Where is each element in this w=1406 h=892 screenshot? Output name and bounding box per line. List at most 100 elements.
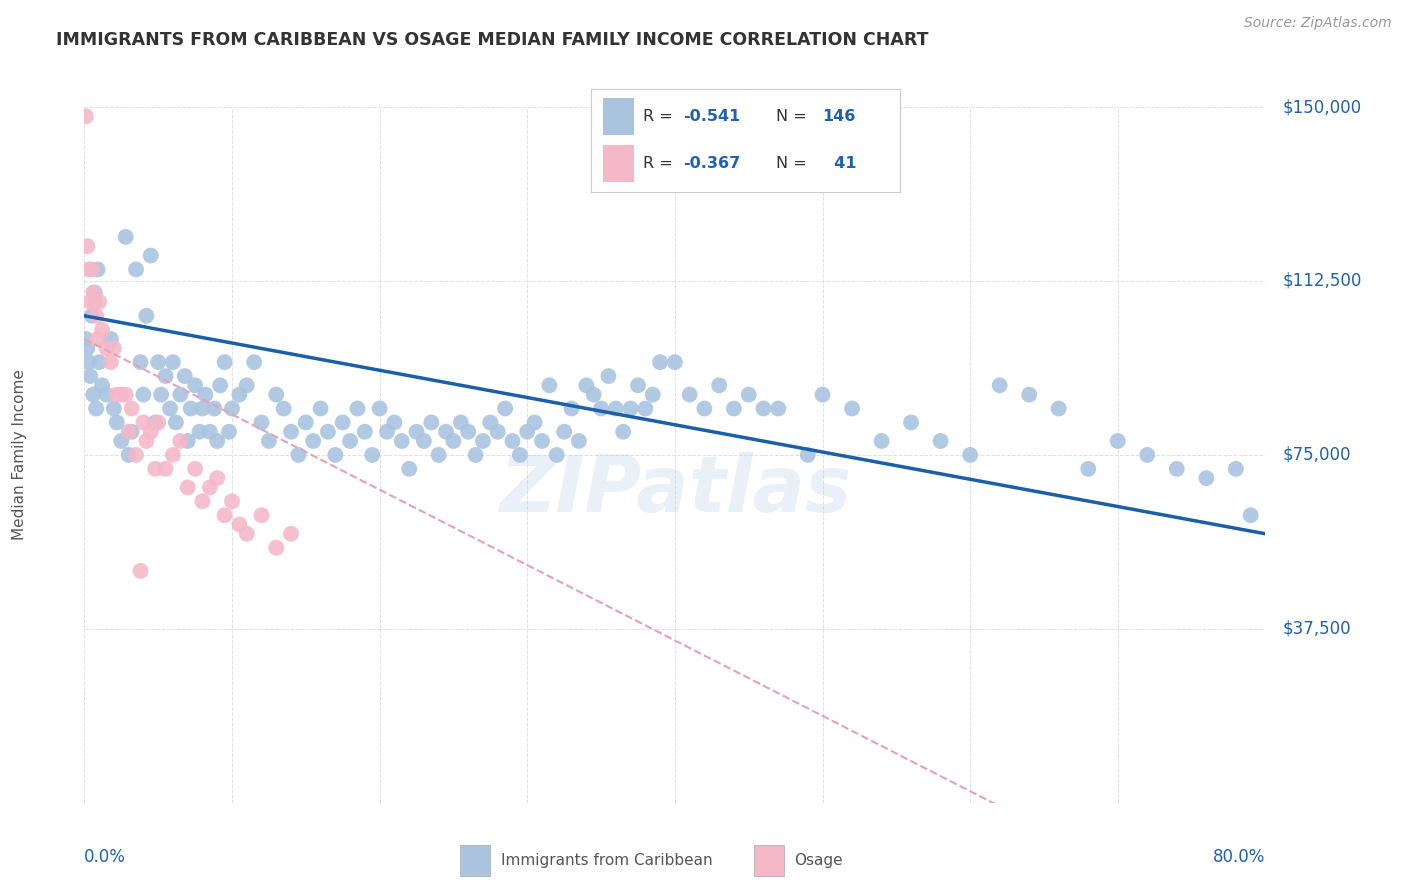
Point: [76, 341, 98, 355]
Point: [464, 448, 486, 462]
Point: [194, 387, 217, 401]
Text: 41: 41: [823, 155, 856, 170]
Point: [77, 262, 100, 277]
Point: [1107, 434, 1129, 448]
Point: [103, 401, 125, 416]
Point: [486, 425, 509, 439]
Point: [87, 294, 111, 309]
Point: [191, 494, 214, 508]
Point: [264, 387, 288, 401]
Point: [405, 425, 427, 439]
Point: [91, 378, 114, 392]
Point: [83, 294, 105, 309]
Point: [309, 401, 332, 416]
Point: [80, 262, 103, 277]
Point: [523, 416, 546, 430]
Point: [546, 448, 568, 462]
Point: [150, 387, 173, 401]
Point: [295, 416, 318, 430]
Point: [257, 434, 280, 448]
Text: -0.367: -0.367: [683, 155, 741, 170]
Point: [413, 434, 436, 448]
Point: [228, 387, 250, 401]
Point: [205, 471, 228, 485]
Text: R =: R =: [643, 155, 673, 170]
Point: [273, 401, 295, 416]
Point: [1240, 508, 1263, 523]
Text: $112,500: $112,500: [1284, 272, 1362, 290]
Point: [841, 401, 863, 416]
Point: [280, 526, 302, 541]
Point: [1018, 387, 1040, 401]
Point: [634, 401, 657, 416]
Point: [472, 434, 495, 448]
Point: [87, 355, 111, 369]
Point: [553, 425, 575, 439]
Point: [75, 109, 97, 123]
Point: [84, 401, 107, 416]
Text: Source: ZipAtlas.com: Source: ZipAtlas.com: [1244, 16, 1392, 30]
Point: [132, 387, 155, 401]
Point: [198, 425, 221, 439]
Point: [479, 416, 502, 430]
Text: N =: N =: [776, 155, 807, 170]
Point: [169, 434, 191, 448]
Point: [132, 416, 155, 430]
Point: [264, 541, 288, 555]
Point: [173, 369, 195, 384]
Point: [169, 387, 191, 401]
Point: [198, 480, 221, 494]
Point: [143, 416, 166, 430]
Point: [368, 401, 391, 416]
Point: [177, 434, 200, 448]
Point: [121, 425, 143, 439]
Point: [302, 434, 325, 448]
Point: [575, 378, 598, 392]
Point: [177, 480, 200, 494]
Point: [591, 401, 613, 416]
Text: ZIPatlas: ZIPatlas: [499, 451, 851, 528]
Point: [560, 401, 583, 416]
Point: [110, 434, 132, 448]
Point: [82, 285, 104, 300]
Point: [693, 401, 716, 416]
Point: [509, 448, 531, 462]
Point: [243, 355, 266, 369]
Text: 0.0%: 0.0%: [84, 848, 127, 866]
Point: [796, 448, 818, 462]
Text: 146: 146: [823, 110, 856, 124]
Point: [114, 230, 136, 244]
Point: [582, 387, 605, 401]
Point: [159, 401, 181, 416]
Point: [100, 355, 122, 369]
Point: [191, 401, 214, 416]
Point: [209, 378, 232, 392]
Point: [375, 425, 398, 439]
Point: [959, 448, 981, 462]
Point: [346, 401, 368, 416]
Point: [598, 369, 620, 384]
Point: [86, 332, 108, 346]
Point: [627, 378, 650, 392]
Point: [121, 401, 143, 416]
Point: [870, 434, 893, 448]
Point: [110, 387, 132, 401]
Point: [354, 425, 377, 439]
Point: [125, 262, 148, 277]
Point: [988, 378, 1011, 392]
Point: [184, 462, 207, 476]
Point: [361, 448, 384, 462]
Point: [83, 285, 105, 300]
Point: [148, 416, 170, 430]
Point: [129, 355, 152, 369]
Point: [188, 425, 211, 439]
Point: [84, 309, 107, 323]
Point: [135, 309, 157, 323]
Text: -0.541: -0.541: [683, 110, 741, 124]
Point: [103, 341, 125, 355]
Text: $37,500: $37,500: [1284, 620, 1351, 638]
Point: [250, 508, 273, 523]
Text: Median Family Income: Median Family Income: [11, 369, 27, 541]
Point: [678, 387, 700, 401]
Point: [323, 448, 347, 462]
